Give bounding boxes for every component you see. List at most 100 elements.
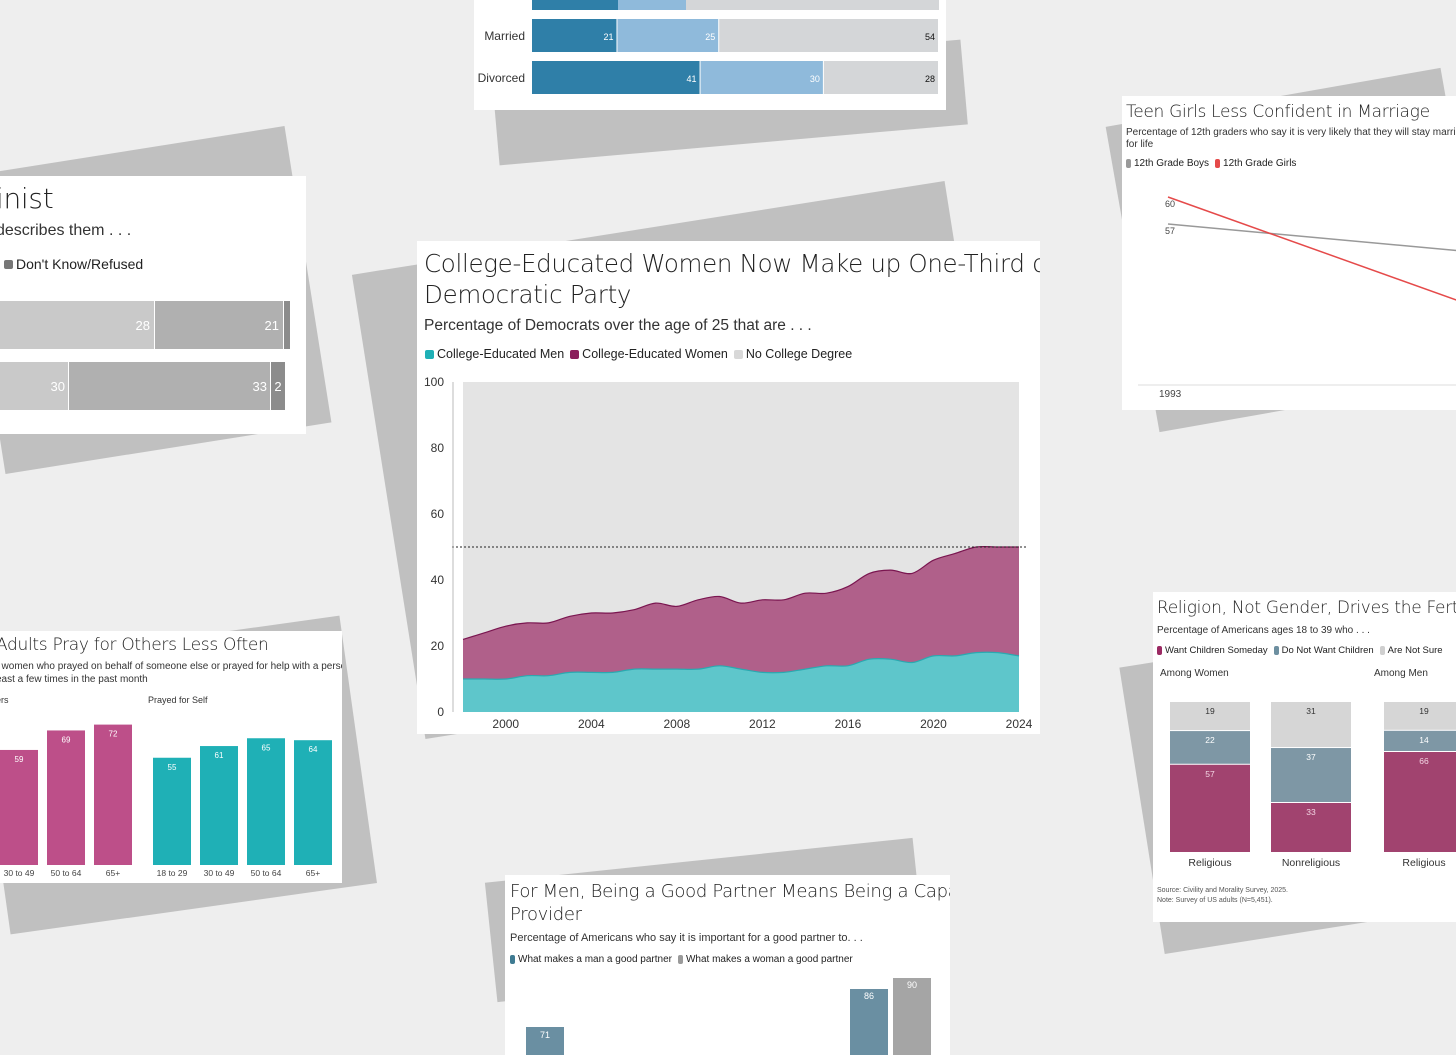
data-label: 37 — [1306, 752, 1316, 762]
legend-swatch — [1379, 646, 1385, 655]
y-tick-label: 0 — [437, 705, 444, 719]
prayer-card: Adults Pray for Others Less Often f wome… — [0, 631, 342, 883]
data-label: 69 — [62, 735, 71, 744]
legend-item: Are Not Sure — [1379, 645, 1443, 656]
data-label: 64 — [309, 745, 318, 754]
data-label: 41 — [687, 74, 697, 84]
bar-segment — [700, 61, 823, 94]
data-label: 19 — [1205, 706, 1215, 716]
bar-segment — [284, 301, 290, 349]
data-label: 60 — [1165, 199, 1175, 209]
legend-item-men: College-Educated Men — [425, 347, 564, 361]
teen-marriage-card: Teen Girls Less Confident in Marriage Pe… — [1122, 96, 1456, 410]
bar — [294, 740, 332, 865]
data-label: 72 — [109, 730, 118, 739]
feminist-chart: 28 21 30 33 2 — [0, 301, 290, 410]
legend: College-Educated Men College-Educated Wo… — [425, 347, 858, 361]
legend-item: Do Not Want Children — [1273, 645, 1374, 656]
chart-subtitle: Percentage of Democrats over the age of … — [424, 317, 812, 334]
y-tick-label: 60 — [431, 507, 445, 521]
data-label: 65 — [262, 743, 271, 752]
legend-swatch — [1126, 159, 1131, 168]
bar — [893, 978, 931, 1055]
bar-segment — [69, 362, 270, 410]
data-label: 54 — [925, 32, 935, 42]
legend-label: Want Children Someday — [1165, 645, 1268, 656]
data-label: 22 — [1205, 735, 1215, 745]
legend-swatch — [733, 349, 743, 359]
card-title: For Men, Being a Good Partner Means Bein… — [510, 881, 950, 902]
data-label: 71 — [540, 1030, 550, 1040]
x-tick-label: 18 to 29 — [157, 868, 188, 878]
x-tick-label: 2024 — [1006, 717, 1033, 731]
legend: Want Children Someday Do Not Want Childr… — [1157, 645, 1449, 656]
data-label: 66 — [1419, 756, 1429, 766]
legend-item: What makes a woman a good partner — [677, 954, 853, 965]
x-tick-label: 50 to 64 — [51, 868, 82, 878]
card-subtitle: for life — [1126, 139, 1154, 150]
bar-segment — [686, 0, 939, 10]
series-line-boys — [1167, 223, 1456, 252]
card-subtitle: f women who prayed on behalf of someone … — [0, 661, 342, 672]
series-line-men — [462, 651, 1020, 680]
x-tick-label: 2012 — [749, 717, 776, 731]
legend: What makes a man a good partner What mak… — [510, 954, 859, 965]
legend-swatch — [510, 955, 515, 964]
chart-title: Democratic Party — [424, 280, 632, 309]
data-label: 14 — [1419, 735, 1429, 745]
y-tick-label: 80 — [431, 441, 445, 455]
x-tick-label: 65+ — [106, 868, 120, 878]
bar-segment — [1384, 730, 1456, 751]
data-label: 86 — [864, 991, 874, 1001]
series-line-girls — [1167, 196, 1456, 301]
x-tick-label: 2008 — [663, 717, 690, 731]
data-label: 55 — [168, 763, 177, 772]
legend-label: What makes a man a good partner — [518, 954, 672, 965]
legend-swatch — [1215, 159, 1221, 168]
x-tick-label: 2004 — [578, 717, 605, 731]
bar — [200, 746, 238, 865]
y-tick-label: 100 — [424, 375, 444, 389]
group-label: Prayed for Self — [148, 695, 208, 705]
partner-bar-chart: 71 86 90 — [526, 978, 931, 1055]
x-tick-label: 2000 — [492, 717, 519, 731]
legend-label: College-Educated Men — [437, 347, 565, 361]
legend-label: What makes a woman a good partner — [685, 954, 853, 965]
legend-item: 12th Grade Girls — [1215, 158, 1296, 169]
religion-fertility-card: Religion, Not Gender, Drives the Fertili… — [1153, 592, 1456, 922]
legend-label: 12th Grade Boys — [1134, 158, 1210, 169]
data-label: 33 — [253, 379, 267, 394]
legend-swatch — [1273, 646, 1279, 655]
source-note: Note: Survey of US adults (N=5,451). — [1157, 897, 1273, 904]
bar — [850, 989, 888, 1055]
data-label: 59 — [15, 755, 24, 764]
x-tick-label: Nonreligious — [1282, 857, 1340, 869]
feminist-card: inist describes them . . . Don't Know/Re… — [0, 176, 306, 434]
bar-segment — [1170, 764, 1250, 852]
card-title: Teen Girls Less Confident in Marriage — [1126, 102, 1430, 122]
group-label: ers — [0, 695, 9, 705]
source-note: Source: Civility and Morality Survey, 20… — [1157, 887, 1288, 894]
legend-swatch — [677, 955, 683, 964]
data-label: 90 — [907, 980, 917, 990]
area-college-educated-women — [463, 546, 1019, 680]
bar-segment — [1271, 702, 1351, 748]
data-label: 21 — [603, 32, 613, 42]
bar-segment — [1271, 802, 1351, 852]
bar-segment — [155, 301, 283, 349]
card-title: Religion, Not Gender, Drives the Fertili… — [1157, 598, 1456, 618]
legend-item: 12th Grade Boys — [1126, 158, 1209, 169]
row-label: Married — [484, 29, 525, 43]
legend-swatch — [425, 349, 434, 359]
legend-label: 12th Grade Girls — [1223, 158, 1297, 169]
x-tick-label: 2020 — [920, 717, 947, 731]
x-tick-label: 30 to 49 — [204, 868, 235, 878]
data-label: 61 — [215, 751, 224, 760]
data-label: 2 — [274, 379, 281, 394]
row-label: Divorced — [478, 71, 525, 85]
legend-item: Want Children Someday — [1157, 645, 1268, 656]
x-tick-label: 50 to 64 — [251, 868, 282, 878]
x-tick-label: Religious — [1402, 857, 1445, 869]
data-label: 28 — [136, 318, 150, 333]
prayer-bar-chart: 59 30 to 49 69 50 to 64 72 65+ 55 18 to 29 61 30 … — [0, 724, 332, 878]
